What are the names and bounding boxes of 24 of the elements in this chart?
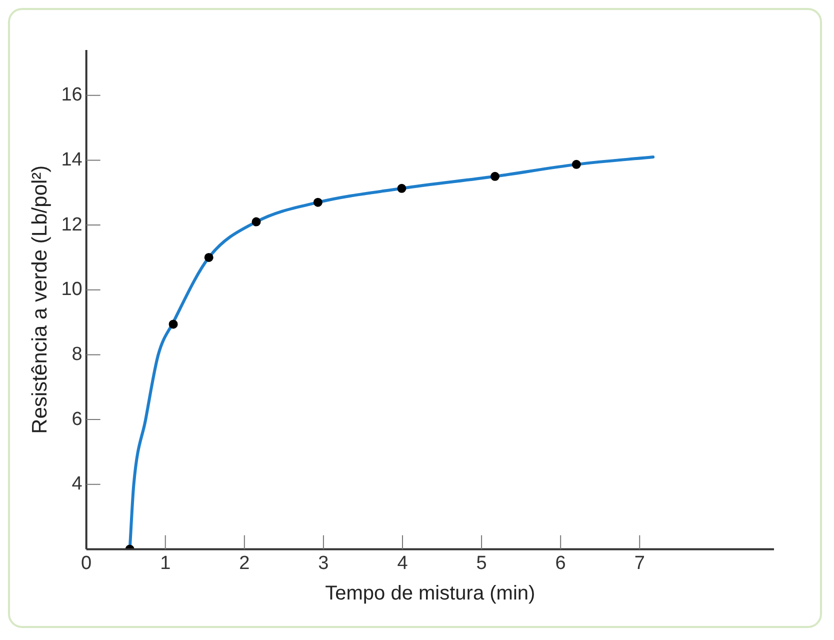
x-tick-label: 2 [239, 552, 250, 574]
y-tick-label: 10 [61, 279, 82, 300]
y-tick-label: 8 [72, 344, 82, 365]
y-tick-label: 12 [61, 214, 82, 236]
point [313, 198, 322, 207]
point [397, 184, 406, 193]
x-tick-label: 1 [160, 552, 171, 574]
x-tick-label: 7 [634, 552, 645, 574]
x-tick-label: 5 [476, 552, 487, 574]
point [204, 252, 214, 262]
y-tick-label: 6 [72, 408, 82, 430]
y-tick-label: 16 [61, 84, 82, 106]
x-tick-label: 6 [555, 552, 566, 574]
x-tick-label: 4 [397, 552, 408, 574]
x-tick-label: 0 [81, 552, 92, 574]
point [168, 320, 178, 329]
x-axis-title: Tempo de mistura (min) [325, 582, 536, 605]
y-axis-title: Resistência a verde (Lb/pol²) [28, 165, 52, 434]
point [490, 172, 500, 181]
point [572, 160, 581, 169]
y-tick-label: 14 [61, 149, 83, 170]
x-tick-label: 3 [318, 552, 329, 574]
point [252, 217, 261, 226]
y-tick-label: 4 [72, 474, 83, 495]
